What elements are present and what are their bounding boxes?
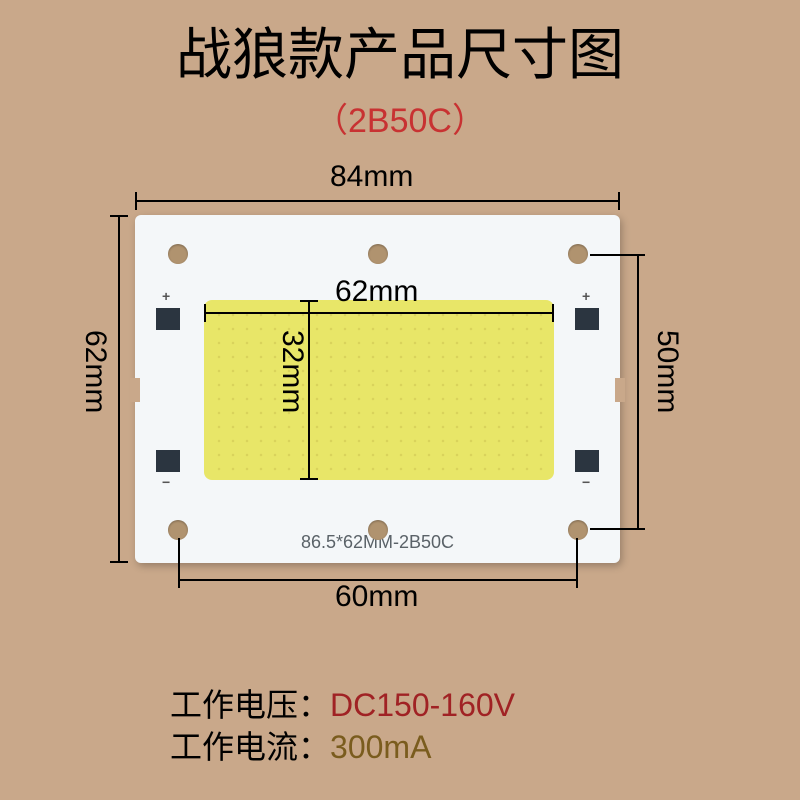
dim-line xyxy=(637,254,639,530)
dim-tick xyxy=(300,300,318,302)
spec-voltage-value: DC150-160V xyxy=(330,687,515,723)
solder-pad xyxy=(575,450,599,472)
dim-tick xyxy=(178,538,180,588)
dim-line xyxy=(135,200,620,202)
dim-line xyxy=(308,300,310,480)
dim-tick xyxy=(618,192,620,210)
solder-pad xyxy=(156,450,180,472)
dim-left-outer: 62mm xyxy=(78,330,112,413)
dim-line xyxy=(118,215,120,563)
solder-pad xyxy=(575,308,599,330)
mount-hole xyxy=(568,244,588,264)
dim-tick xyxy=(110,215,128,217)
dim-tick xyxy=(552,304,554,322)
dim-tick xyxy=(590,528,645,530)
notch-right xyxy=(615,378,625,402)
polarity-mark: + xyxy=(582,288,590,304)
dim-led-width: 62mm xyxy=(335,275,418,309)
dim-tick xyxy=(110,561,128,563)
spec-voltage: 工作电压：DC150-160V xyxy=(170,680,515,726)
dim-tick xyxy=(590,254,645,256)
dim-led-height: 32mm xyxy=(275,330,309,413)
notch-left xyxy=(130,378,140,402)
dim-bottom-holes: 60mm xyxy=(335,580,418,614)
dim-tick xyxy=(204,304,206,322)
spec-current: 工作电流：300mA xyxy=(170,722,431,768)
dim-line xyxy=(178,579,578,581)
dim-top-outer: 84mm xyxy=(330,160,413,194)
solder-pad xyxy=(156,308,180,330)
spec-current-value: 300mA xyxy=(330,729,431,765)
spec-current-label: 工作电流： xyxy=(170,729,330,765)
led-dot-pattern xyxy=(212,308,546,472)
led-emitting-area xyxy=(204,300,554,480)
mount-hole xyxy=(168,520,188,540)
dim-right-holes: 50mm xyxy=(650,330,684,413)
mount-hole xyxy=(368,244,388,264)
mount-hole xyxy=(368,520,388,540)
dim-tick xyxy=(135,192,137,210)
dim-line xyxy=(204,312,554,314)
polarity-mark: − xyxy=(162,474,170,490)
mount-hole xyxy=(168,244,188,264)
dim-tick xyxy=(300,478,318,480)
spec-voltage-label: 工作电压： xyxy=(170,687,330,723)
mount-hole xyxy=(568,520,588,540)
dim-tick xyxy=(576,538,578,588)
polarity-mark: − xyxy=(582,474,590,490)
page-subtitle: （2B50C） xyxy=(0,93,800,142)
polarity-mark: + xyxy=(162,288,170,304)
page-title: 战狼款产品尺寸图 xyxy=(0,0,800,91)
